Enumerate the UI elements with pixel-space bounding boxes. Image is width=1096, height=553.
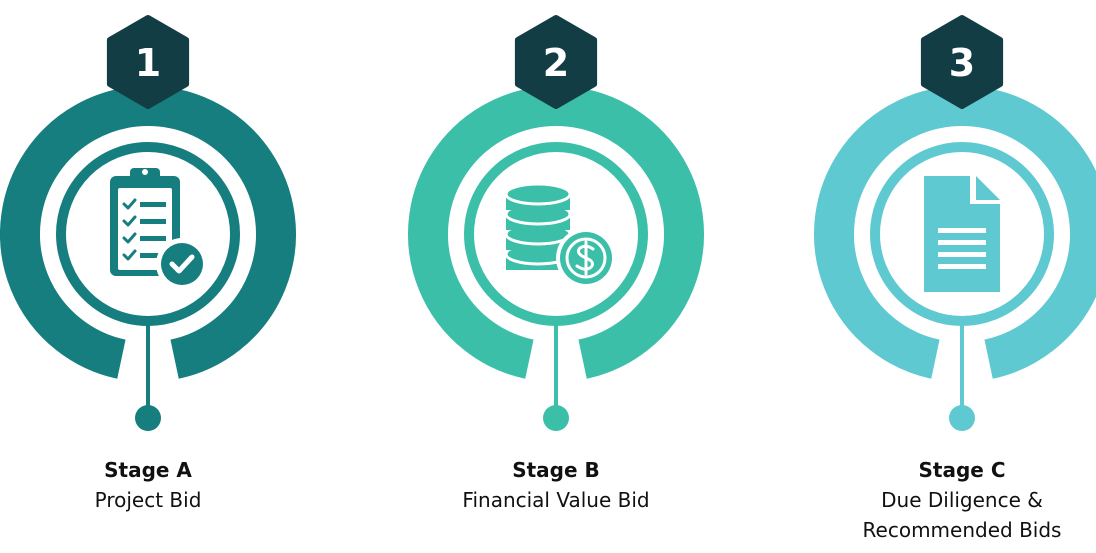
icon-line bbox=[140, 253, 166, 258]
stage-title: Stage C bbox=[919, 458, 1006, 482]
stem-dot bbox=[543, 405, 569, 431]
stem-dot bbox=[135, 405, 161, 431]
stage: 3 Stage C Due Diligence & Recommended Bids bbox=[814, 15, 1096, 542]
hexagon bbox=[920, 15, 1004, 109]
stem bbox=[960, 325, 964, 415]
icon-line bbox=[140, 236, 166, 241]
stage: 1 Stage A Project Bid bbox=[0, 15, 296, 512]
icon-coin-top bbox=[504, 182, 572, 206]
icon-clip-hole bbox=[142, 169, 148, 175]
icon-check bbox=[122, 232, 137, 244]
stage-description: Financial Value Bid bbox=[462, 488, 649, 512]
icon-doc bbox=[924, 176, 1000, 292]
stage-description: Project Bid bbox=[95, 488, 202, 512]
hexagon bbox=[514, 15, 598, 109]
icon-line bbox=[140, 202, 166, 207]
icon-badge bbox=[161, 243, 203, 285]
icon bbox=[110, 168, 208, 290]
icon-doc-fold bbox=[976, 176, 1000, 200]
icon bbox=[924, 176, 1000, 292]
icon-check bbox=[122, 249, 137, 261]
icon-doc-line bbox=[938, 252, 986, 257]
stem-dot bbox=[949, 405, 975, 431]
icon-line bbox=[140, 219, 166, 224]
hexagon bbox=[106, 15, 190, 109]
stage: 2 Stage B Financial Value Bid bbox=[408, 15, 704, 512]
stage-number: 3 bbox=[949, 41, 975, 85]
stage-number: 2 bbox=[543, 41, 569, 85]
stage-title: Stage A bbox=[104, 458, 192, 482]
stage-description: Recommended Bids bbox=[863, 518, 1062, 542]
icon-badge-check bbox=[169, 254, 195, 274]
icon-paper bbox=[118, 188, 172, 270]
icon-doc-line bbox=[938, 264, 986, 269]
icon-check bbox=[122, 198, 137, 210]
icon-check bbox=[122, 215, 137, 227]
icon-doc-line bbox=[938, 240, 986, 245]
icon-doc-line bbox=[938, 228, 986, 233]
icon-dollar-inner bbox=[565, 237, 607, 279]
icon-clip bbox=[130, 168, 160, 184]
stage-description: Due Diligence & bbox=[881, 488, 1043, 512]
stem bbox=[554, 325, 558, 415]
stem bbox=[146, 325, 150, 415]
icon-dollar-sign bbox=[575, 240, 595, 276]
stage-title: Stage B bbox=[512, 458, 600, 482]
stage-number: 1 bbox=[135, 41, 161, 85]
icon bbox=[504, 182, 616, 288]
